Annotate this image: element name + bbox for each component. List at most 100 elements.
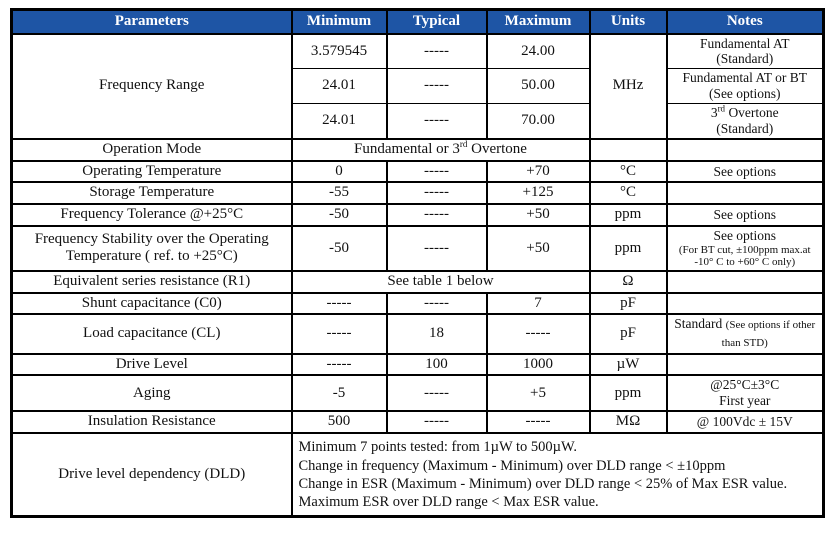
table-row-frequency-range-3: 24.01 ----- 70.00 3rd Overtone (Standard… (12, 103, 825, 141)
cell-shunt-typ: ----- (385, 291, 488, 316)
cell-shunt-max: 7 (485, 291, 591, 316)
param-cell-insulation-resistance: Insulation Resistance (10, 410, 293, 434)
column-header-notes: Notes (665, 8, 825, 35)
header-row: Parameters Minimum Typical Maximum Units… (10, 8, 825, 35)
cell-stability-max: +50 (485, 224, 591, 272)
param-cell-frequency-stability: Frequency Stability over the Operating T… (10, 224, 293, 272)
cell-stability-min: -50 (290, 224, 388, 272)
cell-tolerance-notes: See options (665, 203, 825, 227)
cell-op-temp-units: °C (588, 159, 668, 184)
cell-insulation-units: MΩ (588, 410, 668, 434)
cell-storage-notes (665, 181, 825, 206)
cell-aging-notes: @25°C±3°C First year (665, 374, 825, 413)
table-row-frequency-range-2: 24.01 ----- 50.00 Fundamental AT or BT (… (12, 68, 825, 105)
param-cell-shunt-capacitance: Shunt capacitance (C0) (10, 291, 293, 316)
cell-freq3-min: 24.01 (290, 103, 388, 141)
cell-load-min: ----- (290, 313, 388, 355)
note-line: 3rd Overtone (671, 105, 820, 121)
column-header-parameters: Parameters (10, 8, 293, 35)
table-row-load-capacitance: Load capacitance (CL) ----- 18 ----- pF … (10, 313, 825, 355)
column-header-maximum: Maximum (485, 8, 591, 35)
table-row-operation-mode: Operation Mode Fundamental or 3rd Overto… (10, 138, 825, 162)
cell-drive-notes (665, 352, 825, 377)
note-line: @25°C±3°C (710, 377, 780, 393)
cell-freq2-max: 50.00 (485, 68, 591, 105)
cell-drive-max: 1000 (485, 352, 591, 377)
cell-drive-min: ----- (290, 352, 388, 377)
cell-freq1-max: 24.00 (485, 32, 591, 70)
table-row-esr: Equivalent series resistance (R1) See ta… (10, 269, 825, 294)
cell-shunt-units: pF (588, 291, 668, 316)
cell-stability-typ: ----- (385, 224, 488, 272)
note-superscript: rd (717, 103, 726, 114)
cell-esr-notes (665, 269, 825, 294)
cell-freq2-typ: ----- (385, 68, 488, 105)
note-line-small: (For BT cut, ±100ppm max.at -10° C to +6… (678, 243, 811, 269)
cell-stability-notes: See options (For BT cut, ±100ppm max.at … (665, 224, 825, 272)
column-header-minimum: Minimum (290, 8, 388, 35)
dld-line: Minimum 7 points tested: from 1µW to 500… (298, 439, 578, 456)
param-cell-aging: Aging (10, 374, 293, 413)
spec-table: Parameters Minimum Typical Maximum Units… (10, 8, 825, 519)
cell-tolerance-max: +50 (485, 203, 591, 227)
cell-op-temp-typ: ----- (385, 159, 488, 184)
cell-load-notes: Standard (See options if other than STD) (665, 313, 825, 355)
cell-stability-units: ppm (588, 224, 668, 272)
cell-op-temp-max: +70 (485, 159, 591, 184)
dld-line: Maximum ESR over DLD range < Max ESR val… (298, 493, 599, 510)
param-cell-storage-temperature: Storage Temperature (10, 181, 293, 206)
cell-freq2-notes: Fundamental AT or BT (See options) (665, 68, 825, 105)
note-text: Standard (674, 316, 726, 332)
cell-aging-units: ppm (588, 374, 668, 413)
note-line: (Standard) (716, 51, 774, 67)
cell-load-typ: 18 (385, 313, 488, 355)
param-cell-frequency-tolerance: Frequency Tolerance @+25°C (10, 203, 293, 227)
note-line: See options (713, 227, 777, 243)
param-cell-frequency-range: Frequency Range (10, 32, 293, 141)
cell-aging-typ: ----- (385, 374, 488, 413)
cell-storage-units: °C (588, 181, 668, 206)
cell-tolerance-units: ppm (588, 203, 668, 227)
note-line: (Standard) (716, 121, 774, 137)
value-text: Overtone (467, 141, 527, 158)
note-text-small: (See options if other than STD) (721, 319, 816, 350)
column-header-typical: Typical (385, 8, 488, 35)
cell-insulation-typ: ----- (385, 410, 488, 434)
param-cell-operating-temperature: Operating Temperature (10, 159, 293, 184)
cell-shunt-min: ----- (290, 291, 388, 316)
note-line: (See options) (708, 86, 781, 102)
table-row-operating-temperature: Operating Temperature 0 ----- +70 °C See… (10, 159, 825, 184)
cell-operation-mode-notes (665, 138, 825, 162)
note-line: Fundamental AT or BT (682, 70, 808, 86)
cell-freq-units: MHz (588, 32, 668, 141)
cell-drive-units: µW (588, 352, 668, 377)
cell-operation-mode-units (588, 138, 668, 162)
cell-dld-description: Minimum 7 points tested: from 1µW to 500… (290, 431, 825, 518)
param-cell-drive-level: Drive Level (10, 352, 293, 377)
note-line: Fundamental AT (699, 35, 790, 51)
cell-insulation-notes: @ 100Vdc ± 15V (665, 410, 825, 434)
table-row-shunt-capacitance: Shunt capacitance (C0) ----- ----- 7 pF (10, 291, 825, 316)
cell-tolerance-min: -50 (290, 203, 388, 227)
value-text: Fundamental or 3 (354, 141, 460, 158)
cell-storage-min: -55 (290, 181, 388, 206)
table-row-drive-level: Drive Level ----- 100 1000 µW (10, 352, 825, 377)
dld-line: Change in ESR (Maximum - Minimum) over D… (298, 475, 788, 492)
param-cell-load-capacitance: Load capacitance (CL) (10, 313, 293, 355)
note-line: First year (719, 393, 771, 409)
table-row-frequency-stability: Frequency Stability over the Operating T… (10, 224, 825, 272)
cell-freq2-min: 24.01 (290, 68, 388, 105)
table-row-storage-temperature: Storage Temperature -55 ----- +125 °C (10, 181, 825, 206)
cell-load-max: ----- (485, 313, 591, 355)
table-row-dld: Drive level dependency (DLD) Minimum 7 p… (10, 431, 825, 518)
cell-aging-min: -5 (290, 374, 388, 413)
param-cell-esr: Equivalent series resistance (R1) (10, 269, 293, 294)
dld-line: Change in frequency (Maximum - Minimum) … (298, 457, 726, 474)
cell-op-temp-min: 0 (290, 159, 388, 184)
cell-aging-max: +5 (485, 374, 591, 413)
cell-op-temp-notes: See options (665, 159, 825, 184)
param-cell-dld: Drive level dependency (DLD) (10, 431, 293, 518)
note-text: Overtone (725, 105, 779, 121)
cell-freq1-min: 3.579545 (290, 32, 388, 70)
